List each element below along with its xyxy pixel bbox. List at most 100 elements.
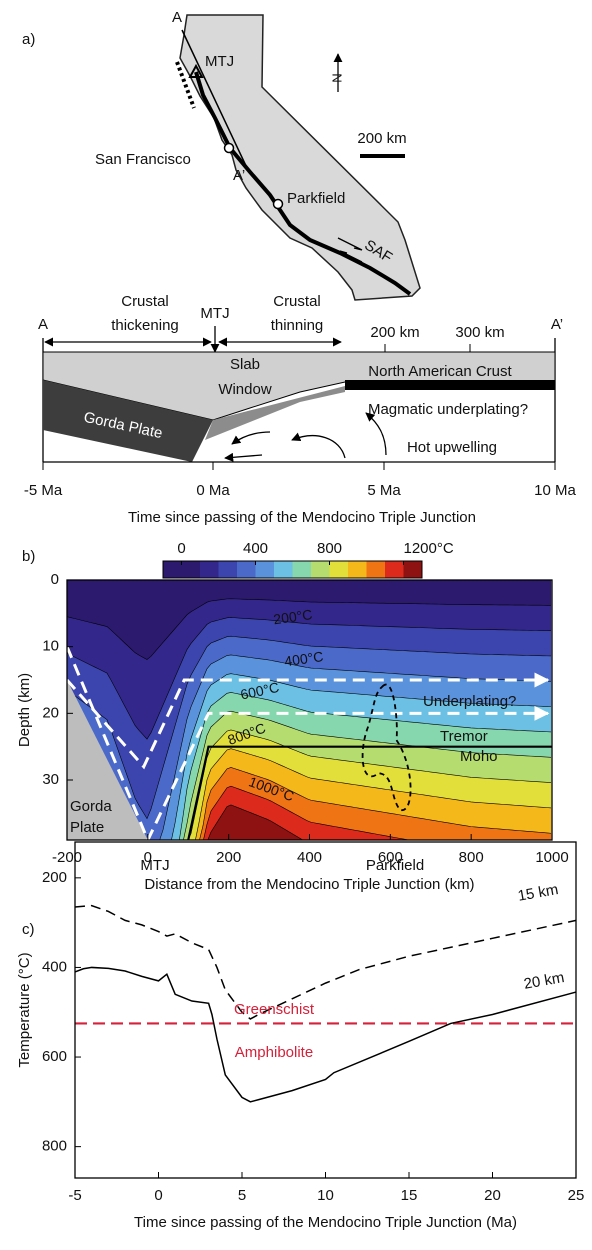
flow-arrow	[224, 452, 263, 462]
series-label: 20 km	[522, 969, 565, 993]
panel-c: 15 km 20 km MTJ Parkfield Greenschist Amphibo…	[16, 841, 584, 1231]
slip-arrow	[339, 250, 363, 263]
time-label: -5 Ma	[24, 482, 63, 499]
distance-label: 200 km	[370, 324, 419, 341]
colorbar-label: 800	[317, 540, 342, 557]
section-label: Window	[218, 381, 272, 398]
x-tick-label: 10	[317, 1187, 334, 1204]
contour-label: 200°C	[272, 606, 313, 627]
slab-path	[67, 646, 550, 840]
north-american-crust	[345, 380, 555, 390]
fault-line	[194, 71, 412, 296]
x-tick-label: 5	[238, 1187, 246, 1204]
map-label: San Francisco	[95, 151, 191, 168]
x-tick-label: 0	[144, 849, 152, 866]
section-label: A	[38, 316, 48, 333]
x-tick-label: 800	[459, 849, 484, 866]
colorbar-segment	[348, 561, 367, 578]
section-label: A’	[551, 316, 563, 333]
map-label: A’	[233, 167, 245, 184]
profile-line	[181, 29, 248, 169]
panel-label: b)	[22, 548, 35, 565]
section-label: Magmatic underplating?	[368, 401, 528, 418]
gorda-plate	[43, 380, 213, 462]
section-label: Crustal	[121, 293, 169, 310]
y-tick-label: 200	[42, 869, 67, 886]
isotherm	[67, 598, 552, 660]
y-tick-label: 0	[51, 571, 59, 588]
colorbar-segment	[274, 561, 293, 578]
colorbar-segment	[329, 561, 348, 578]
time-label: 5 Ma	[367, 482, 401, 499]
slip-arrow	[337, 237, 363, 251]
slab-path	[67, 672, 550, 770]
series-label: 15 km	[516, 881, 559, 905]
isotherm	[187, 729, 552, 840]
x-tick-label: 0	[154, 1187, 162, 1204]
x-tick-label: 20	[484, 1187, 501, 1204]
series-line	[74, 904, 577, 1020]
time-label: 10 Ma	[534, 482, 576, 499]
annotation: Underplating?	[423, 693, 516, 710]
colorbar-segment	[385, 561, 404, 578]
section-label: North American Crust	[368, 363, 512, 380]
section-label: thickening	[111, 317, 179, 334]
colorbar-segment	[218, 561, 237, 578]
section-label: MTJ	[200, 305, 229, 322]
isotherm	[203, 785, 411, 840]
x-tick-label: 200	[216, 849, 241, 866]
x-tick-label: 1000	[535, 849, 568, 866]
tremor-zone	[361, 683, 412, 811]
map-label: A	[172, 9, 182, 26]
time-label: 0 Ma	[196, 482, 230, 499]
mtj-marker	[188, 63, 204, 78]
colorbar-segment	[163, 561, 200, 578]
isotherm	[67, 617, 552, 740]
north-label: N	[329, 73, 344, 82]
annotation: Parkfield	[366, 857, 424, 874]
flow-arrow	[365, 412, 387, 456]
offshore-fault	[175, 61, 196, 109]
isotherm	[199, 767, 552, 840]
section-label: Slab	[230, 356, 260, 373]
y-tick-label: 400	[42, 958, 67, 975]
city-marker	[223, 142, 235, 154]
x-tick-label: 400	[297, 849, 322, 866]
y-tick-label: 600	[42, 1048, 67, 1065]
x-tick-label: -200	[52, 849, 82, 866]
y-tick-label: 30	[42, 771, 59, 788]
flow-arrow	[231, 431, 271, 445]
isotherm	[67, 673, 552, 840]
colorbar-segment	[237, 561, 256, 578]
x-axis-title: Time since passing of the Mendocino Trip…	[134, 1214, 517, 1231]
annotation: Amphibolite	[235, 1044, 313, 1061]
colorbar-segment	[292, 561, 311, 578]
isotherm	[67, 635, 552, 820]
y-axis-title: Depth (km)	[16, 673, 33, 747]
contour-label: 400°C	[283, 648, 324, 669]
colorbar-label: 400	[243, 540, 268, 557]
map-label: MTJ	[205, 53, 234, 70]
annotation: Gorda	[70, 798, 112, 815]
scale-label: 200 km	[357, 130, 406, 147]
annotation: Plate	[70, 819, 104, 836]
california-outline	[179, 14, 421, 301]
y-tick-label: 800	[42, 1138, 67, 1155]
flow-arrow	[291, 432, 346, 459]
moho	[187, 745, 552, 840]
colorbar-segment	[366, 561, 385, 578]
section-label: Hot upwelling	[407, 439, 497, 456]
distance-label: 300 km	[455, 324, 504, 341]
contour-label: 600°C	[239, 679, 281, 703]
x-axis-title: Distance from the Mendocino Triple Junct…	[144, 876, 474, 893]
isotherm	[67, 710, 552, 840]
annotation: MTJ	[140, 857, 169, 874]
isotherm	[195, 748, 552, 840]
annotation: Tremor	[440, 728, 488, 745]
x-tick-label: 15	[401, 1187, 418, 1204]
colorbar-segment	[403, 561, 422, 578]
colorbar-label: 0	[177, 540, 185, 557]
axis-title: Time since passing of the Mendocino Trip…	[128, 509, 476, 526]
